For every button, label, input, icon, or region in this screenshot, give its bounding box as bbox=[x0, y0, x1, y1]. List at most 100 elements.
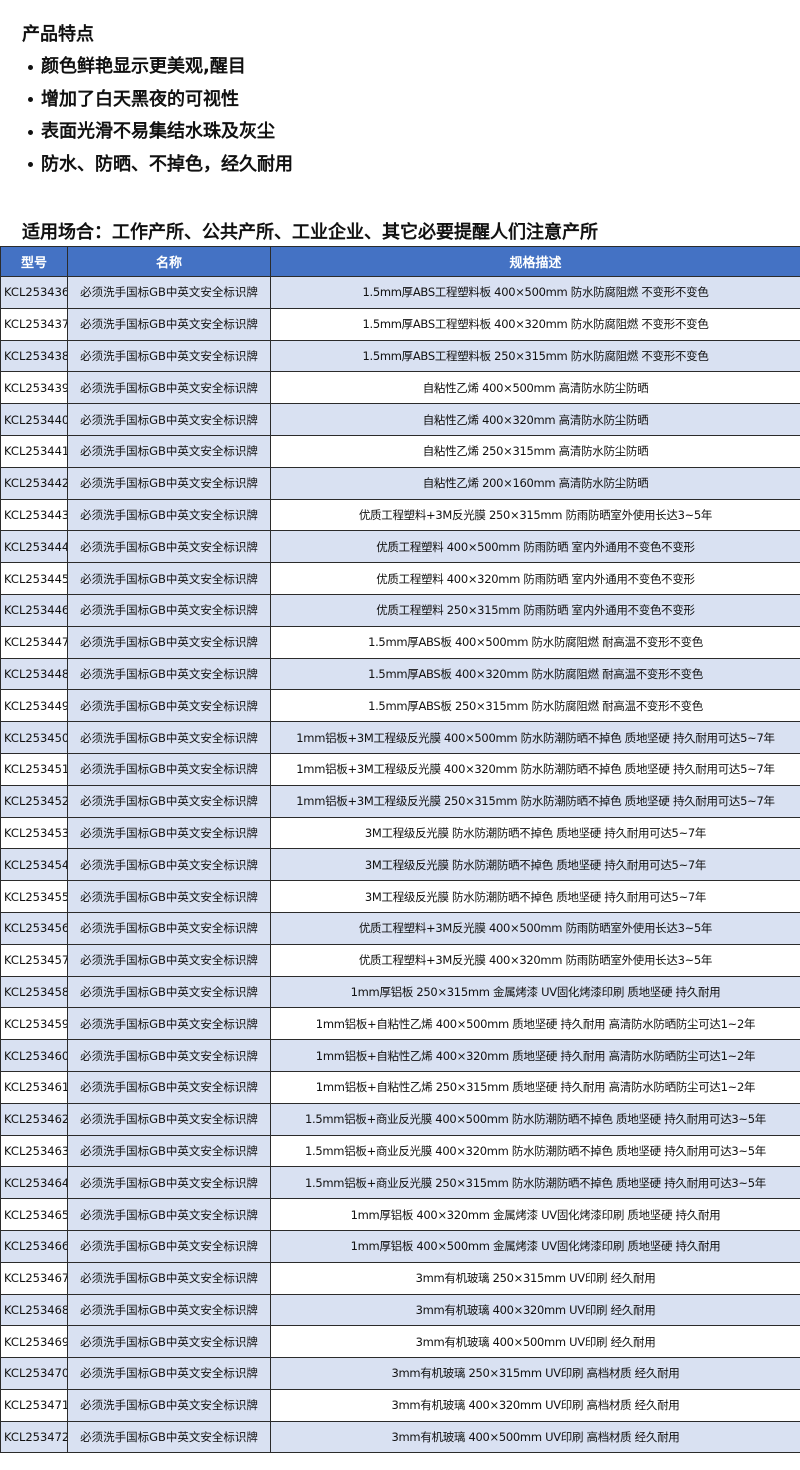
cell-model: KCL253440 bbox=[0, 403, 68, 436]
cell-spec: 1.5mm厚ABS板 250×315mm 防水防腐阻燃 耐高温不变形不变色 bbox=[270, 689, 800, 723]
cell-spec: 1mm铝板+自粘性乙烯 250×315mm 质地坚硬 持久耐用 高清防水防晒防尘… bbox=[270, 1070, 800, 1104]
cell-name: 必须洗手国标GB中英文安全标识牌 bbox=[67, 911, 271, 945]
cell-name: 必须洗手国标GB中英文安全标识牌 bbox=[67, 657, 271, 691]
table-row: KCL253449 必须洗手国标GB中英文安全标识牌 1.5mm厚ABS板 250×… bbox=[0, 689, 800, 723]
cell-spec: 1mm铝板+自粘性乙烯 400×500mm 质地坚硬 持久耐用 高清防水防晒防尘… bbox=[270, 1007, 800, 1041]
cell-name: 必须洗手国标GB中英文安全标识牌 bbox=[67, 1420, 271, 1454]
cell-name: 必须洗手国标GB中英文安全标识牌 bbox=[67, 1261, 271, 1295]
cell-spec: 3M工程级反光膜 防水防潮防晒不掉色 质地坚硬 持久耐用可达5~7年 bbox=[270, 848, 800, 882]
cell-model: KCL253463 bbox=[0, 1134, 68, 1168]
table-row: KCL253443 必须洗手国标GB中英文安全标识牌 优质工程塑料+3M反光膜 25… bbox=[0, 498, 800, 532]
cell-spec: 3mm有机玻璃 250×315mm UV印刷 经久耐用 bbox=[270, 1261, 800, 1295]
feature-text: 防水、防晒、不掉色，经久耐用 bbox=[41, 153, 293, 175]
cell-name: 必须洗手国标GB中英文安全标识牌 bbox=[67, 943, 271, 977]
cell-name: 必须洗手国标GB中英文安全标识牌 bbox=[67, 1102, 271, 1136]
cell-model: KCL253437 bbox=[0, 307, 68, 341]
cell-spec: 优质工程塑料 250×315mm 防雨防晒 室内外通用不变色不变形 bbox=[270, 593, 800, 627]
table-row: KCL253455 必须洗手国标GB中英文安全标识牌 3M工程级反光膜 防水防潮防晒… bbox=[0, 880, 800, 913]
cell-model: KCL253471 bbox=[0, 1388, 68, 1422]
table-row: KCL253463 必须洗手国标GB中英文安全标识牌 1.5mm铝板+商业反光膜 4… bbox=[0, 1134, 800, 1168]
cell-spec: 1mm铝板+3M工程级反光膜 250×315mm 防水防潮防晒不掉色 质地坚硬 … bbox=[270, 784, 800, 818]
table-row: KCL253442 必须洗手国标GB中英文安全标识牌 自粘性乙烯 200×160mm… bbox=[0, 466, 800, 500]
cell-model: KCL253454 bbox=[0, 848, 68, 882]
cell-name: 必须洗手国标GB中英文安全标识牌 bbox=[67, 1134, 271, 1168]
table-row: KCL253462 必须洗手国标GB中英文安全标识牌 1.5mm铝板+商业反光膜 4… bbox=[0, 1102, 800, 1136]
cell-spec: 优质工程塑料 400×500mm 防雨防晒 室内外通用不变色不变形 bbox=[270, 530, 800, 564]
cell-model: KCL253439 bbox=[0, 371, 68, 405]
cell-spec: 1.5mm厚ABS板 400×320mm 防水防腐阻燃 耐高温不变形不变色 bbox=[270, 657, 800, 691]
cell-name: 必须洗手国标GB中英文安全标识牌 bbox=[67, 371, 271, 405]
table-row: KCL253450 必须洗手国标GB中英文安全标识牌 1mm铝板+3M工程级反光膜 … bbox=[0, 721, 800, 754]
cell-model: KCL253458 bbox=[0, 975, 68, 1009]
cell-spec: 3mm有机玻璃 400×500mm UV印刷 经久耐用 bbox=[270, 1325, 800, 1359]
table-row: KCL253458 必须洗手国标GB中英文安全标识牌 1mm厚铝板 250×315m… bbox=[0, 975, 800, 1009]
cell-spec: 1.5mm厚ABS工程塑料板 400×500mm 防水防腐阻燃 不变形不变色 bbox=[270, 276, 800, 309]
cell-model: KCL253453 bbox=[0, 816, 68, 850]
cell-name: 必须洗手国标GB中英文安全标识牌 bbox=[67, 721, 271, 754]
cell-model: KCL253451 bbox=[0, 752, 68, 786]
table-row: KCL253460 必须洗手国标GB中英文安全标识牌 1mm铝板+自粘性乙烯 400… bbox=[0, 1039, 800, 1072]
table-row: KCL253469 必须洗手国标GB中英文安全标识牌 3mm有机玻璃 400×500… bbox=[0, 1325, 800, 1359]
cell-model: KCL253452 bbox=[0, 784, 68, 818]
cell-model: KCL253466 bbox=[0, 1229, 68, 1263]
table-row: KCL253440 必须洗手国标GB中英文安全标识牌 自粘性乙烯 400×320mm… bbox=[0, 403, 800, 436]
cell-spec: 自粘性乙烯 250×315mm 高清防水防尘防晒 bbox=[270, 434, 800, 468]
cell-name: 必须洗手国标GB中英文安全标识牌 bbox=[67, 1388, 271, 1422]
cell-spec: 1.5mm厚ABS工程塑料板 250×315mm 防水防腐阻燃 不变形不变色 bbox=[270, 339, 800, 373]
cell-name: 必须洗手国标GB中英文安全标识牌 bbox=[67, 1198, 271, 1231]
cell-name: 必须洗手国标GB中英文安全标识牌 bbox=[67, 307, 271, 341]
cell-spec: 优质工程塑料+3M反光膜 400×320mm 防雨防晒室外使用长达3~5年 bbox=[270, 943, 800, 977]
table-row: KCL253441 必须洗手国标GB中英文安全标识牌 自粘性乙烯 250×315mm… bbox=[0, 434, 800, 468]
table-body: KCL253436 必须洗手国标GB中英文安全标识牌 1.5mm厚ABS工程塑料板 … bbox=[0, 276, 800, 1454]
cell-name: 必须洗手国标GB中英文安全标识牌 bbox=[67, 1229, 271, 1263]
cell-name: 必须洗手国标GB中英文安全标识牌 bbox=[67, 975, 271, 1009]
header-name: 名称 bbox=[67, 246, 271, 277]
features-title: 产品特点 bbox=[22, 24, 94, 45]
cell-name: 必须洗手国标GB中英文安全标识牌 bbox=[67, 752, 271, 786]
cell-name: 必须洗手国标GB中英文安全标识牌 bbox=[67, 1166, 271, 1200]
cell-spec: 1.5mm铝板+商业反光膜 400×320mm 防水防潮防晒不掉色 质地坚硬 持… bbox=[270, 1134, 800, 1168]
table-row: KCL253459 必须洗手国标GB中英文安全标识牌 1mm铝板+自粘性乙烯 400… bbox=[0, 1007, 800, 1041]
cell-name: 必须洗手国标GB中英文安全标识牌 bbox=[67, 816, 271, 850]
cell-spec: 1mm厚铝板 250×315mm 金属烤漆 UV固化烤漆印刷 质地坚硬 持久耐用 bbox=[270, 975, 800, 1009]
cell-name: 必须洗手国标GB中英文安全标识牌 bbox=[67, 593, 271, 627]
feature-item: 防水、防晒、不掉色，经久耐用 bbox=[28, 151, 293, 184]
table-header-row: 型号 名称 规格描述 bbox=[0, 246, 800, 277]
cell-spec: 自粘性乙烯 200×160mm 高清防水防尘防晒 bbox=[270, 466, 800, 500]
cell-model: KCL253462 bbox=[0, 1102, 68, 1136]
cell-model: KCL253436 bbox=[0, 276, 68, 309]
table-row: KCL253461 必须洗手国标GB中英文安全标识牌 1mm铝板+自粘性乙烯 250… bbox=[0, 1070, 800, 1104]
table-row: KCL253472 必须洗手国标GB中英文安全标识牌 3mm有机玻璃 400×500… bbox=[0, 1420, 800, 1454]
cell-spec: 1mm厚铝板 400×500mm 金属烤漆 UV固化烤漆印刷 质地坚硬 持久耐用 bbox=[270, 1229, 800, 1263]
cell-model: KCL253445 bbox=[0, 562, 68, 595]
table-row: KCL253444 必须洗手国标GB中英文安全标识牌 优质工程塑料 400×500m… bbox=[0, 530, 800, 564]
cell-name: 必须洗手国标GB中英文安全标识牌 bbox=[67, 1325, 271, 1359]
table-row: KCL253466 必须洗手国标GB中英文安全标识牌 1mm厚铝板 400×500m… bbox=[0, 1229, 800, 1263]
cell-name: 必须洗手国标GB中英文安全标识牌 bbox=[67, 848, 271, 882]
bullet-icon bbox=[28, 162, 33, 167]
cell-model: KCL253472 bbox=[0, 1420, 68, 1454]
cell-model: KCL253457 bbox=[0, 943, 68, 977]
cell-model: KCL253461 bbox=[0, 1070, 68, 1104]
features-list: 颜色鲜艳显示更美观,醒目 增加了白天黑夜的可视性 表面光滑不易集结水珠及灰尘 防… bbox=[28, 53, 293, 183]
cell-name: 必须洗手国标GB中英文安全标识牌 bbox=[67, 530, 271, 564]
cell-name: 必须洗手国标GB中英文安全标识牌 bbox=[67, 784, 271, 818]
cell-spec: 1mm铝板+自粘性乙烯 400×320mm 质地坚硬 持久耐用 高清防水防晒防尘… bbox=[270, 1039, 800, 1072]
cell-model: KCL253464 bbox=[0, 1166, 68, 1200]
cell-spec: 3M工程级反光膜 防水防潮防晒不掉色 质地坚硬 持久耐用可达5~7年 bbox=[270, 880, 800, 913]
table-row: KCL253467 必须洗手国标GB中英文安全标识牌 3mm有机玻璃 250×315… bbox=[0, 1261, 800, 1295]
bullet-icon bbox=[28, 64, 33, 70]
cell-model: KCL253438 bbox=[0, 339, 68, 373]
cell-model: KCL253448 bbox=[0, 657, 68, 691]
table-row: KCL253471 必须洗手国标GB中英文安全标识牌 3mm有机玻璃 400×320… bbox=[0, 1388, 800, 1422]
table-row: KCL253468 必须洗手国标GB中英文安全标识牌 3mm有机玻璃 400×320… bbox=[0, 1293, 800, 1327]
cell-spec: 1mm厚铝板 400×320mm 金属烤漆 UV固化烤漆印刷 质地坚硬 持久耐用 bbox=[270, 1198, 800, 1231]
cell-model: KCL253460 bbox=[0, 1039, 68, 1072]
cell-spec: 1.5mm铝板+商业反光膜 250×315mm 防水防潮防晒不掉色 质地坚硬 持… bbox=[270, 1166, 800, 1200]
header-model: 型号 bbox=[0, 246, 68, 277]
table-row: KCL253439 必须洗手国标GB中英文安全标识牌 自粘性乙烯 400×500mm… bbox=[0, 371, 800, 405]
cell-spec: 优质工程塑料+3M反光膜 400×500mm 防雨防晒室外使用长达3~5年 bbox=[270, 911, 800, 945]
table-row: KCL253454 必须洗手国标GB中英文安全标识牌 3M工程级反光膜 防水防潮防晒… bbox=[0, 848, 800, 882]
cell-model: KCL253459 bbox=[0, 1007, 68, 1041]
cell-name: 必须洗手国标GB中英文安全标识牌 bbox=[67, 1007, 271, 1041]
